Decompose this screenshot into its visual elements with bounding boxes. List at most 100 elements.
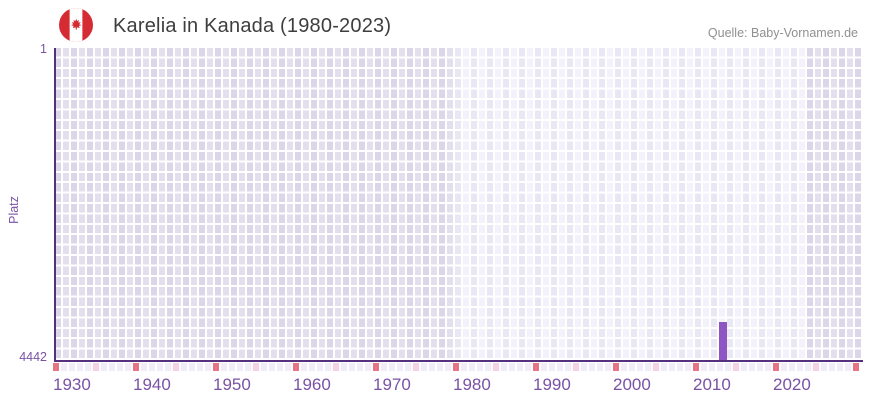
tick-cell [85,363,93,371]
tick-cell [805,363,813,371]
tick-cell [205,363,213,371]
x-tick-label: 2000 [613,375,651,394]
tick-cell [357,363,365,371]
minor-tick-cell [733,363,741,371]
tick-cell [829,363,837,371]
tick-cell [221,363,229,371]
tick-cell [165,363,173,371]
tick-cell [349,363,357,371]
minor-tick-cell [493,363,501,371]
tick-cell [469,363,477,371]
tick-cell [317,363,325,371]
tick-cell [677,363,685,371]
tick-cell [765,363,773,371]
tick-cell [325,363,333,371]
tick-cell [549,363,557,371]
tick-cell [189,363,197,371]
tick-cell [597,363,605,371]
y-axis-label: Platz [7,196,21,224]
tick-cell [141,363,149,371]
tick-cell [709,363,717,371]
major-tick-cell [373,363,381,371]
tick-cell [341,363,349,371]
major-tick-cell [693,363,701,371]
x-axis-labels: 1930 1940 1950 1960 1970 1980 1990 2000 2010 2020 [53,375,863,395]
tick-cell [541,363,549,371]
tick-cell [397,363,405,371]
tick-cell [181,363,189,371]
x-tick-label: 1980 [453,375,491,394]
gridlines [55,48,862,360]
minor-tick-cell [333,363,341,371]
x-tick-label: 2010 [693,375,731,394]
tick-cell [669,363,677,371]
tick-cell [421,363,429,371]
tick-cell [437,363,445,371]
tick-cell [757,363,765,371]
tick-cell [717,363,725,371]
plot-area [55,48,862,360]
tick-cell [237,363,245,371]
x-tick-label: 1990 [533,375,571,394]
x-tick-label: 1930 [53,375,91,394]
x-tick-label: 1970 [373,375,411,394]
tick-cell [517,363,525,371]
tick-cell [501,363,509,371]
tick-cell [125,363,133,371]
tick-cell [301,363,309,371]
tick-cell [285,363,293,371]
axis-tick-strip [53,363,861,371]
tick-cell [157,363,165,371]
tick-cell [565,363,573,371]
tick-cell [621,363,629,371]
y-axis-line [54,48,56,362]
tick-cell [445,363,453,371]
major-tick-cell [773,363,781,371]
major-tick-cell [853,363,861,371]
rank-bar[interactable] [719,322,727,360]
tick-cell [245,363,253,371]
major-tick-cell [53,363,61,371]
tick-cell [381,363,389,371]
minor-tick-cell [653,363,661,371]
major-tick-cell [213,363,221,371]
x-tick-label: 2020 [773,375,811,394]
tick-cell [109,363,117,371]
tick-cell [629,363,637,371]
x-tick-label: 1950 [213,375,251,394]
tick-cell [269,363,277,371]
tick-cell [837,363,845,371]
major-tick-cell [453,363,461,371]
tick-cell [117,363,125,371]
tick-cell [789,363,797,371]
tick-cell [197,363,205,371]
tick-cell [781,363,789,371]
tick-cell [645,363,653,371]
tick-cell [725,363,733,371]
tick-cell [525,363,533,371]
minor-tick-cell [573,363,581,371]
minor-tick-cell [813,363,821,371]
tick-cell [261,363,269,371]
tick-cell [701,363,709,371]
tick-cell [637,363,645,371]
canada-flag-icon [59,8,93,42]
x-axis-line [54,360,863,362]
major-tick-cell [133,363,141,371]
major-tick-cell [613,363,621,371]
tick-cell [685,363,693,371]
x-tick-label: 1940 [133,375,171,394]
tick-cell [77,363,85,371]
source-credit: Quelle: Baby-Vornamen.de [707,26,858,40]
minor-tick-cell [173,363,181,371]
tick-cell [365,363,373,371]
tick-cell [749,363,757,371]
tick-cell [477,363,485,371]
tick-cell [581,363,589,371]
tick-cell [461,363,469,371]
tick-cell [605,363,613,371]
tick-cell [229,363,237,371]
tick-cell [661,363,669,371]
y-tick-bottom: 4442 [19,350,47,364]
